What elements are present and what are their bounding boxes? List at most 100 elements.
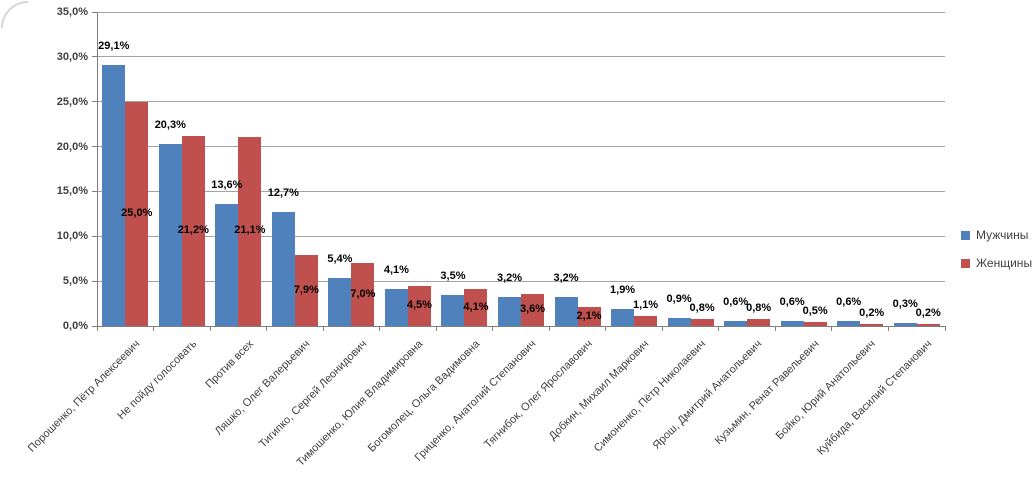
data-label-women: 2,1% xyxy=(576,309,602,322)
y-axis-tick-label: 0,0% xyxy=(62,320,88,332)
y-axis-tick xyxy=(92,101,97,103)
x-axis-tick xyxy=(605,326,607,331)
data-label-women: 0,5% xyxy=(802,304,828,317)
data-label-men: 13,6% xyxy=(211,178,243,191)
data-label-men: 3,5% xyxy=(440,269,466,282)
x-axis-tick xyxy=(209,326,211,331)
x-axis-tick xyxy=(266,326,268,331)
bar-men[interactable] xyxy=(667,317,691,326)
category-label: Порошенко, Пётр Алексеевич xyxy=(26,338,143,455)
category-label: Бойко, Юрий Анатольевич xyxy=(773,338,878,443)
legend-item-women[interactable]: Женщины xyxy=(961,249,1032,277)
category-label: Добкин, Михаил Маркович xyxy=(547,338,652,443)
bar-women[interactable] xyxy=(860,324,884,326)
bar-men[interactable] xyxy=(554,297,578,326)
bar-men[interactable] xyxy=(441,294,465,326)
bar-women[interactable] xyxy=(690,318,714,326)
data-label-men: 0,9% xyxy=(666,292,692,305)
bar-women[interactable] xyxy=(294,255,318,326)
bar-women[interactable] xyxy=(464,289,488,326)
x-axis-tick xyxy=(96,326,98,331)
data-label-women: 1,1% xyxy=(633,299,659,312)
data-label-men: 0,3% xyxy=(892,298,918,311)
legend-label: Женщины xyxy=(976,256,1033,270)
bar-men[interactable] xyxy=(102,64,126,326)
data-label-women: 7,0% xyxy=(350,287,376,300)
legend-item-men[interactable]: Мужчины xyxy=(961,221,1032,249)
y-axis-tick xyxy=(92,56,97,58)
data-label-men: 0,6% xyxy=(836,295,862,308)
bar-women[interactable] xyxy=(181,135,205,326)
bar-men[interactable] xyxy=(158,143,182,326)
category-label: Кузьмин, Ренат Равельевич xyxy=(712,338,822,447)
legend-swatch-icon xyxy=(961,230,970,240)
y-axis-tick-label: 5,0% xyxy=(62,275,88,288)
data-label-women: 3,6% xyxy=(519,302,546,315)
bar-women[interactable] xyxy=(407,285,431,326)
gridline xyxy=(97,101,945,103)
category-label: Куйбида, Василий Степанович xyxy=(814,338,935,458)
x-axis-tick xyxy=(379,326,381,331)
y-axis-tick xyxy=(92,235,97,237)
data-label-men: 4,1% xyxy=(383,264,409,277)
data-label-men: 0,6% xyxy=(723,295,749,308)
bar-men[interactable] xyxy=(271,212,295,326)
x-axis-tick xyxy=(492,326,494,331)
data-label-women: 21,2% xyxy=(177,223,209,236)
y-axis-tick xyxy=(92,190,97,192)
data-label-men: 20,3% xyxy=(154,118,186,131)
x-axis-tick xyxy=(661,326,663,331)
x-axis-tick xyxy=(944,326,946,331)
y-axis-tick-label: 30,0% xyxy=(56,50,88,63)
y-axis-tick-label: 35,0% xyxy=(56,6,88,18)
data-label-women: 21,1% xyxy=(234,224,266,237)
data-label-women: 4,5% xyxy=(406,298,432,311)
data-label-men: 3,2% xyxy=(496,272,523,285)
bar-men[interactable] xyxy=(780,320,804,326)
y-axis-tick-label: 20,0% xyxy=(56,140,88,153)
y-axis-line xyxy=(96,12,98,326)
category-label: Гриценко, Анатолий Степанович xyxy=(412,338,539,464)
y-axis-tick-label: 25,0% xyxy=(56,95,88,108)
y-axis-tick xyxy=(92,146,97,148)
bar-women[interactable] xyxy=(521,293,544,326)
legend: Мужчины Женщины xyxy=(961,221,1032,277)
y-axis-tick xyxy=(92,280,97,282)
bar-men[interactable] xyxy=(498,297,521,326)
bar-men[interactable] xyxy=(724,320,748,326)
y-axis-tick xyxy=(92,11,97,13)
bar-women[interactable] xyxy=(351,263,375,326)
bar-men[interactable] xyxy=(837,320,861,326)
x-axis-tick xyxy=(435,326,437,331)
bar-women[interactable] xyxy=(238,136,262,326)
bar-women[interactable] xyxy=(916,324,940,326)
category-label: Ляшко, Олег Валерьевич xyxy=(212,338,313,438)
data-label-women: 0,2% xyxy=(859,307,885,320)
bar-women[interactable] xyxy=(577,307,601,326)
data-label-men: 5,4% xyxy=(327,252,353,265)
bar-women[interactable] xyxy=(634,316,658,326)
bar-men[interactable] xyxy=(215,203,239,326)
bar-men[interactable] xyxy=(611,308,635,326)
chart-frame-corner xyxy=(1,1,29,29)
category-label: Против всех xyxy=(203,338,256,391)
bar-women[interactable] xyxy=(803,321,827,326)
bar-men[interactable] xyxy=(328,277,352,326)
bar-women[interactable] xyxy=(125,101,149,326)
legend-label: Мужчины xyxy=(976,228,1029,242)
gridline xyxy=(97,11,945,13)
category-label: Тигипко, Сергей Леонидович xyxy=(256,338,369,451)
x-axis-tick xyxy=(548,326,550,331)
bar-men[interactable] xyxy=(893,323,917,326)
x-axis-tick xyxy=(718,326,720,331)
category-label: Симоненко, Пётр Николаевич xyxy=(591,338,709,455)
x-axis-tick xyxy=(887,326,889,331)
data-label-women: 25,0% xyxy=(121,206,153,219)
y-axis-tick-label: 15,0% xyxy=(56,185,88,198)
data-label-women: 7,9% xyxy=(293,283,319,296)
x-axis-tick xyxy=(831,326,833,331)
gridline xyxy=(97,280,945,282)
bar-men[interactable] xyxy=(384,289,408,326)
category-label: Ярош, Дмитрий Анатольевич xyxy=(650,338,765,452)
bar-women[interactable] xyxy=(747,318,771,326)
